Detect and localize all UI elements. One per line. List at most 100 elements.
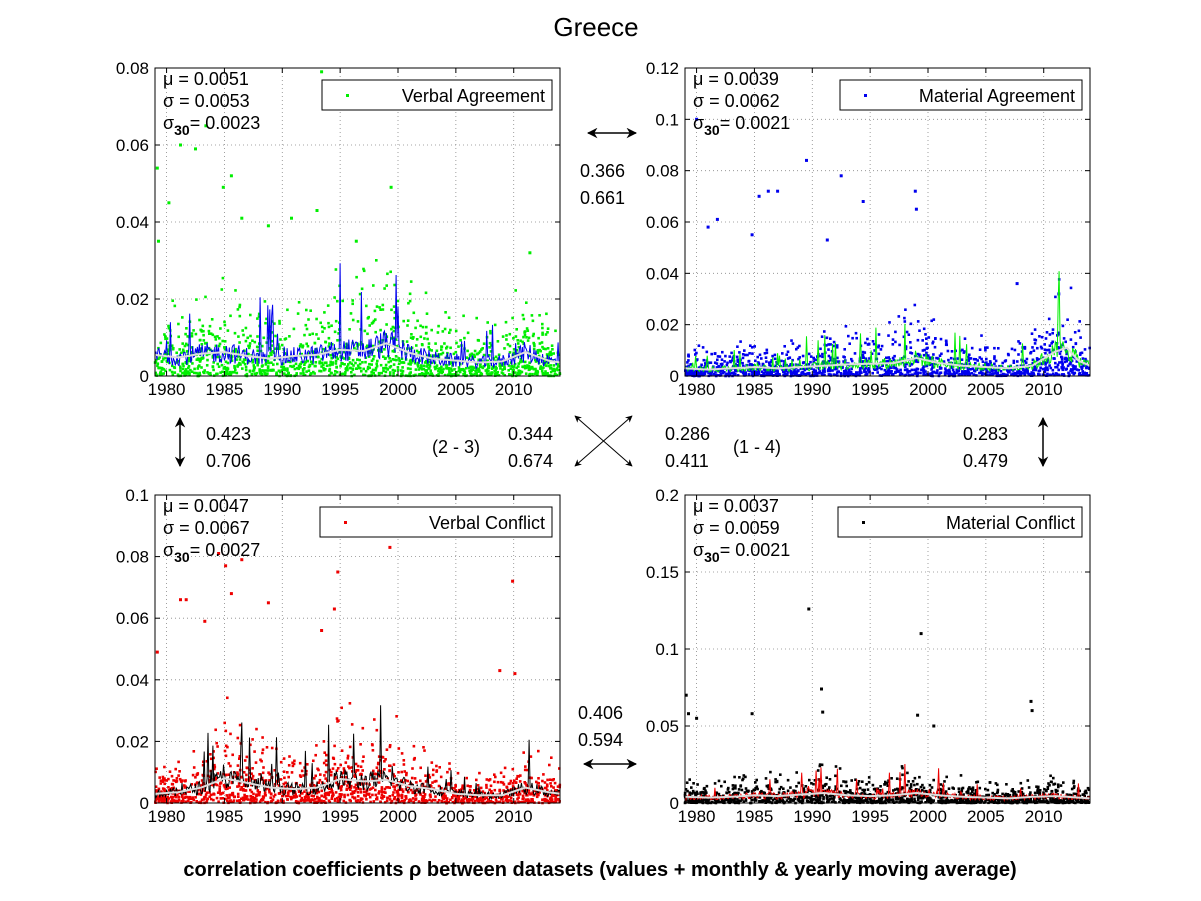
data-point <box>493 788 497 792</box>
data-point <box>1038 335 1041 338</box>
data-point <box>448 371 452 375</box>
data-point <box>327 345 331 348</box>
y-tick-label: 0 <box>670 367 679 386</box>
data-point <box>483 797 487 801</box>
data-point <box>1008 793 1012 797</box>
data-point <box>527 789 531 792</box>
data-point <box>391 781 394 785</box>
data-point <box>161 797 164 800</box>
data-point <box>261 751 264 755</box>
data-point <box>177 322 180 326</box>
data-point <box>494 371 498 375</box>
data-point <box>930 368 933 371</box>
data-point <box>845 790 849 794</box>
data-point <box>888 370 892 373</box>
data-point <box>206 371 209 374</box>
data-point <box>524 787 528 791</box>
data-point <box>283 372 286 375</box>
data-point <box>771 354 774 358</box>
data-point <box>511 785 515 788</box>
data-point <box>355 800 359 804</box>
data-point-outlier <box>229 592 233 596</box>
data-point <box>232 799 236 802</box>
data-point <box>922 365 926 368</box>
data-point <box>238 303 242 307</box>
data-point <box>426 363 430 367</box>
data-point <box>925 342 928 345</box>
data-point <box>444 795 447 799</box>
data-point <box>232 800 235 804</box>
data-point <box>545 364 548 368</box>
data-point <box>1014 373 1017 376</box>
data-point <box>685 370 689 373</box>
data-point <box>420 372 424 375</box>
data-point <box>328 369 331 372</box>
x-tick-label: 1980 <box>148 380 186 399</box>
data-point <box>812 370 816 374</box>
data-point <box>911 780 915 783</box>
data-point <box>352 791 356 794</box>
data-point <box>195 298 198 301</box>
data-point <box>163 777 166 780</box>
data-point <box>988 360 992 363</box>
data-point <box>414 326 417 330</box>
data-point <box>400 779 403 782</box>
data-point <box>299 362 303 366</box>
data-point <box>276 799 280 803</box>
data-point <box>383 287 386 290</box>
data-point <box>270 331 274 334</box>
x-tick-label: 2010 <box>495 807 533 826</box>
data-point <box>472 373 475 377</box>
data-point <box>154 358 158 362</box>
data-point-outlier <box>695 117 699 121</box>
data-point <box>904 373 908 377</box>
data-point <box>208 778 211 782</box>
data-point <box>305 794 308 797</box>
data-point <box>1081 370 1084 373</box>
y-tick-label: 0.02 <box>116 732 149 751</box>
data-point <box>994 369 998 373</box>
data-point <box>215 783 219 787</box>
data-point <box>858 374 862 377</box>
data-point <box>368 324 371 327</box>
data-point <box>553 373 557 376</box>
data-point <box>287 764 291 767</box>
data-point <box>359 788 362 791</box>
data-point <box>866 369 870 372</box>
data-point <box>268 779 271 782</box>
data-point <box>440 371 443 375</box>
data-point <box>491 801 495 804</box>
data-point <box>224 360 228 364</box>
data-point <box>1048 333 1052 336</box>
data-point <box>372 357 375 361</box>
data-point <box>968 362 971 366</box>
data-point <box>1059 784 1063 787</box>
data-point <box>330 770 333 774</box>
data-point <box>256 363 259 367</box>
data-point <box>953 798 957 801</box>
data-point <box>812 368 816 371</box>
legend-box <box>319 506 553 538</box>
data-point <box>1057 368 1060 372</box>
data-point <box>365 793 369 796</box>
data-point <box>186 349 190 353</box>
data-point <box>258 368 261 371</box>
data-point <box>470 372 473 376</box>
data-point <box>190 351 193 354</box>
data-point <box>322 347 325 351</box>
data-point <box>748 352 751 355</box>
data-point <box>225 366 229 370</box>
data-point <box>702 794 706 798</box>
data-point <box>1084 374 1088 377</box>
data-point <box>556 365 560 368</box>
data-point <box>177 795 180 799</box>
data-point <box>308 791 312 795</box>
data-point <box>367 793 371 796</box>
data-point <box>960 363 963 366</box>
data-point <box>251 767 254 770</box>
data-point <box>166 349 170 353</box>
data-point <box>200 790 203 793</box>
data-point <box>172 799 176 803</box>
data-point <box>1036 346 1039 350</box>
data-point <box>335 366 338 369</box>
